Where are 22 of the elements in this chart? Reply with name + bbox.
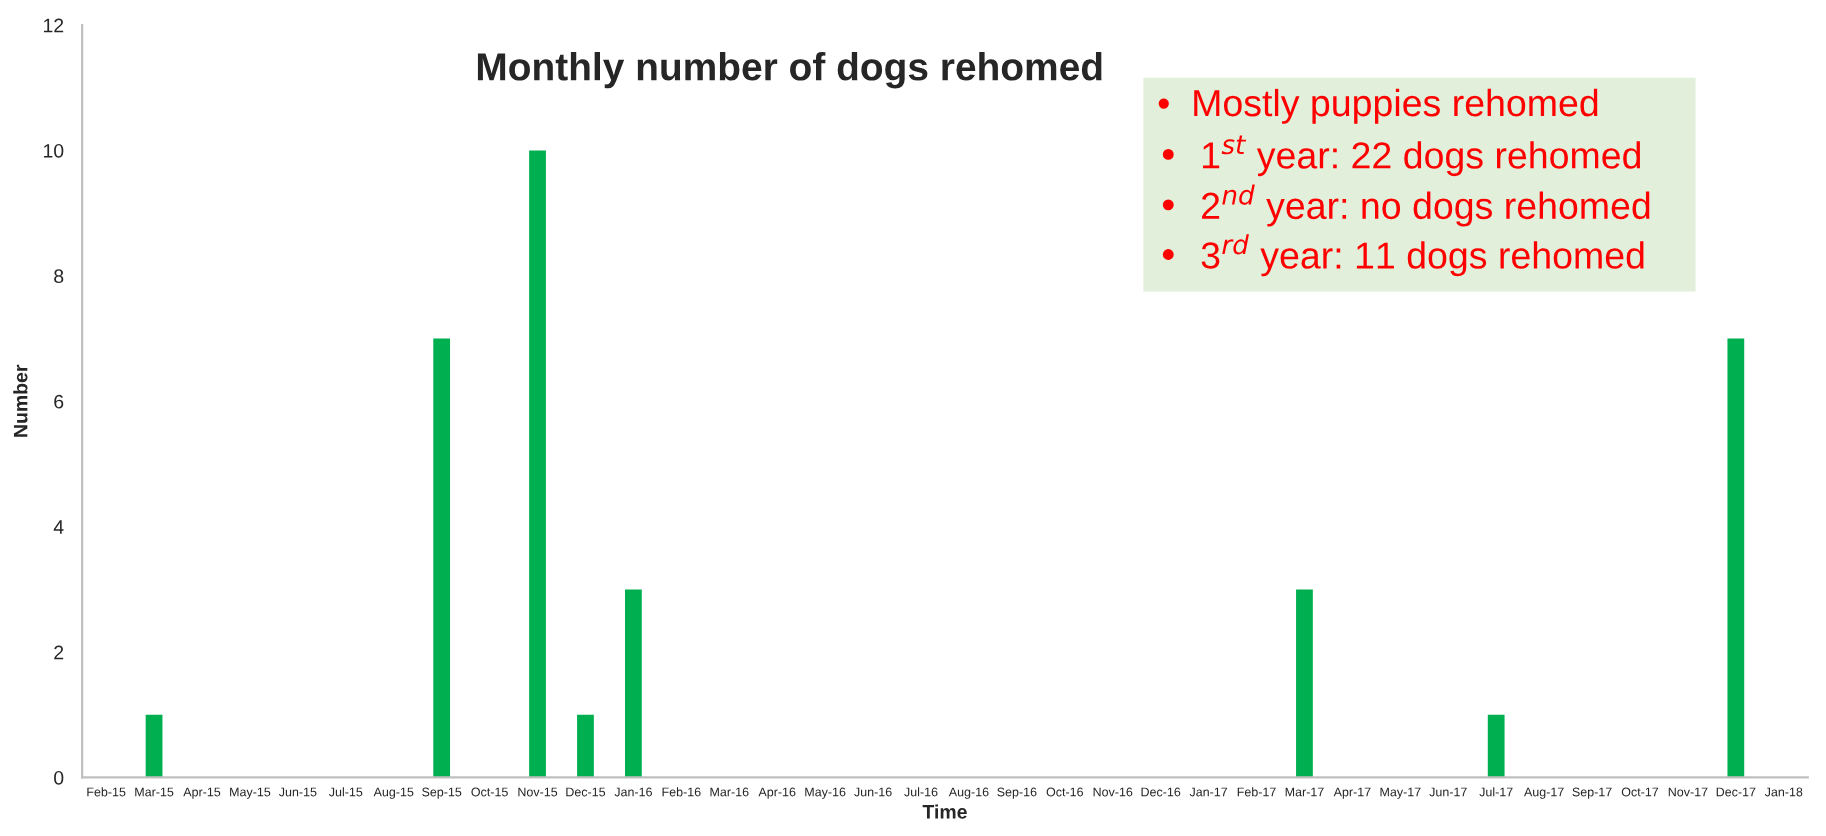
bar xyxy=(529,150,546,778)
y-tick-label: 10 xyxy=(43,143,64,158)
bar xyxy=(1296,589,1313,778)
bar xyxy=(625,589,642,778)
text: Monthly number of dogs rehomed xyxy=(477,52,1102,89)
x-axis-title: Time xyxy=(922,804,967,819)
y-tick-label: 12 xyxy=(43,18,64,33)
y-tick-label: 4 xyxy=(53,520,64,534)
y-tick-label: 2 xyxy=(54,645,64,660)
bar xyxy=(1727,338,1745,778)
y-tick-label: 6 xyxy=(54,394,64,409)
y-axis-title: Number xyxy=(13,364,28,437)
annotation: • Mostly puppies rehomed xyxy=(1158,88,1598,124)
y-tick-label: 8 xyxy=(54,269,64,284)
y-tick-label: 0 xyxy=(54,770,64,785)
bar xyxy=(577,714,594,778)
bar xyxy=(1487,714,1505,778)
bar xyxy=(145,714,163,778)
bar xyxy=(433,338,451,778)
annotation: • 2$^{nd}$ year: no dogs rehomed xyxy=(1162,184,1650,227)
annotation: • 1$^{st}$ year: 22 dogs rehomed xyxy=(1162,135,1641,177)
annotation: • 3$^{rd}$ year: 11 dogs rehomed xyxy=(1162,234,1644,277)
